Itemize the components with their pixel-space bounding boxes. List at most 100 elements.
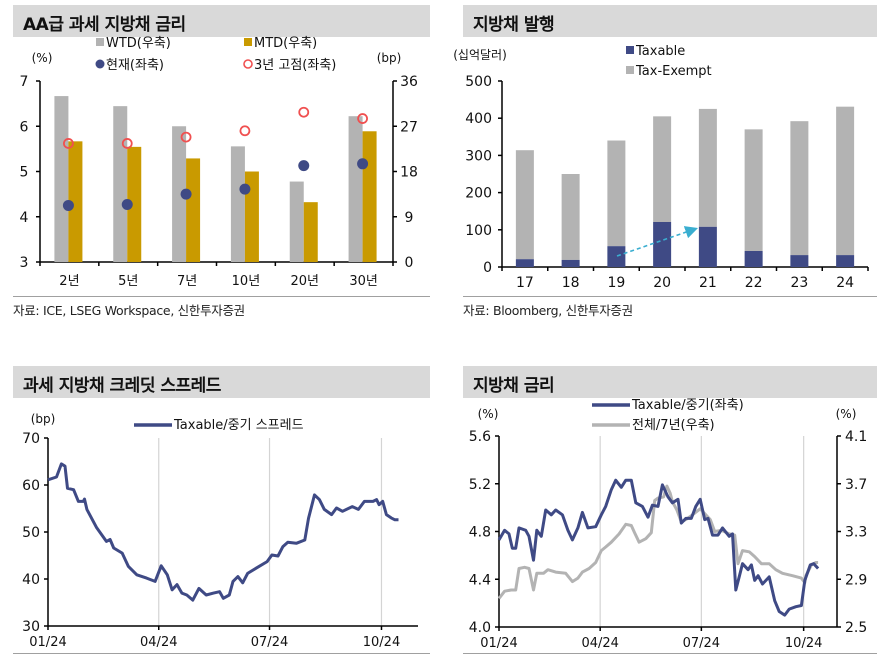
- y-tick-label: 5.2: [469, 477, 491, 493]
- bar-wtd: [289, 181, 304, 262]
- y-tick-label: 4.1: [845, 429, 867, 445]
- legend-swatch: [244, 38, 252, 46]
- legend-swatch: [243, 59, 253, 69]
- y-axis-label: (십억달러): [453, 48, 507, 62]
- x-tick-label: 19: [607, 275, 625, 291]
- y-tick-label: 6: [20, 119, 29, 135]
- y-tick-label: 3.7: [845, 477, 867, 493]
- x-tick-label: 24: [836, 275, 854, 291]
- point-3y-high: [357, 113, 368, 124]
- panel-header-4: 지방채 금리: [463, 366, 877, 398]
- y-tick-label: 300: [465, 148, 492, 164]
- point-3y-high: [298, 106, 310, 118]
- y-tick-label: 9: [405, 210, 414, 226]
- panel-title: 지방채 금리: [473, 376, 555, 396]
- y-axis-label: (%): [32, 51, 53, 65]
- legend-label: Tax-Exempt: [635, 64, 712, 79]
- y-tick-label: 5: [20, 165, 29, 181]
- y-tick-label: 3.3: [845, 525, 867, 541]
- bar-tax-exempt: [515, 150, 534, 260]
- divider: [463, 296, 877, 297]
- y-tick-label: 3: [20, 255, 29, 271]
- x-tick-label: 30년: [349, 274, 378, 289]
- y-tick-label: 5.6: [469, 429, 491, 445]
- y-axis-label: (%): [836, 407, 857, 421]
- bar-taxable: [790, 255, 809, 267]
- panel-title: 과세 지방채 크레딧 스프레드: [23, 376, 221, 396]
- point-current: [357, 158, 369, 170]
- x-tick-label: 07/24: [251, 635, 288, 650]
- divider: [463, 653, 877, 654]
- x-tick-label: 01/24: [480, 636, 517, 651]
- x-tick-label: 5년: [118, 274, 138, 289]
- y-tick-label: 4: [20, 210, 29, 226]
- legend-label: Taxable: [635, 44, 685, 59]
- panel-header-2: 지방채 발행: [463, 5, 877, 37]
- y-tick-label: 36: [400, 74, 418, 90]
- bar-taxable: [836, 255, 855, 267]
- y-tick-label: 27: [400, 119, 418, 135]
- x-tick-label: 04/24: [581, 636, 618, 651]
- x-tick-label: 2년: [59, 274, 79, 289]
- legend-label: Taxable/중기(좌축): [631, 398, 744, 413]
- legend-swatch: [626, 46, 634, 54]
- x-tick-label: 22: [745, 275, 763, 291]
- y-tick-label: 500: [465, 74, 492, 90]
- x-tick-label: 20년: [290, 274, 319, 289]
- legend-label: Taxable/중기 스프레드: [173, 418, 304, 433]
- bar-tax-exempt: [561, 174, 580, 260]
- y-tick-label: 200: [465, 186, 492, 202]
- point-3y-high: [239, 125, 251, 137]
- source-note: 자료: Bloomberg, 신한투자증권: [463, 303, 633, 318]
- bar-taxable: [515, 259, 534, 267]
- series-line: [47, 462, 399, 602]
- bar-tax-exempt: [653, 116, 672, 222]
- y-tick-label: 30: [22, 619, 40, 635]
- bar-wtd: [113, 106, 128, 262]
- x-tick-label: 21: [699, 275, 717, 291]
- y-tick-label: 100: [465, 223, 492, 239]
- point-current: [62, 199, 74, 211]
- point-3y-high: [63, 138, 74, 149]
- y-tick-label: 40: [22, 572, 40, 588]
- bar-tax-exempt: [790, 121, 809, 256]
- bar-taxable: [607, 246, 626, 267]
- bar-taxable: [653, 221, 672, 267]
- point-3y-high: [180, 131, 192, 143]
- bar-mtd: [303, 202, 318, 262]
- bar-wtd: [172, 126, 187, 262]
- bar-mtd: [362, 131, 377, 262]
- y-axis-label: (bp): [377, 51, 402, 65]
- x-tick-label: 04/24: [140, 635, 177, 650]
- bar-mtd: [68, 141, 83, 262]
- y-tick-label: 7: [20, 74, 29, 90]
- y-axis-label: (bp): [31, 412, 56, 426]
- legend-label: WTD(우축): [106, 36, 171, 51]
- legend-label: 현재(좌축): [106, 58, 164, 73]
- x-tick-label: 18: [562, 275, 580, 291]
- y-tick-label: 2.9: [845, 572, 867, 588]
- legend-label: 전체/7년(우축): [632, 418, 715, 433]
- x-tick-label: 10/24: [785, 636, 822, 651]
- x-tick-label: 10년: [232, 274, 261, 289]
- y-tick-label: 0: [483, 260, 492, 276]
- bar-tax-exempt: [744, 129, 763, 252]
- bar-wtd: [54, 96, 69, 262]
- legend-label: MTD(우축): [254, 36, 317, 51]
- y-tick-label: 4.8: [469, 525, 491, 541]
- point-current: [180, 188, 192, 200]
- y-tick-label: 2.5: [845, 620, 867, 636]
- legend-swatch: [96, 38, 104, 46]
- panel-title: AA급 과세 지방채 금리: [23, 15, 186, 35]
- point-3y-high: [121, 138, 133, 149]
- point-current: [239, 183, 251, 195]
- point-current: [298, 160, 310, 172]
- bar-tax-exempt: [836, 106, 855, 256]
- bar-mtd: [244, 171, 259, 262]
- panel-title: 지방채 발행: [473, 15, 555, 35]
- bar-taxable: [698, 226, 717, 267]
- legend-swatch: [95, 59, 105, 69]
- panel-header-3: 과세 지방채 크레딧 스프레드: [13, 366, 430, 398]
- bar-tax-exempt: [607, 140, 626, 247]
